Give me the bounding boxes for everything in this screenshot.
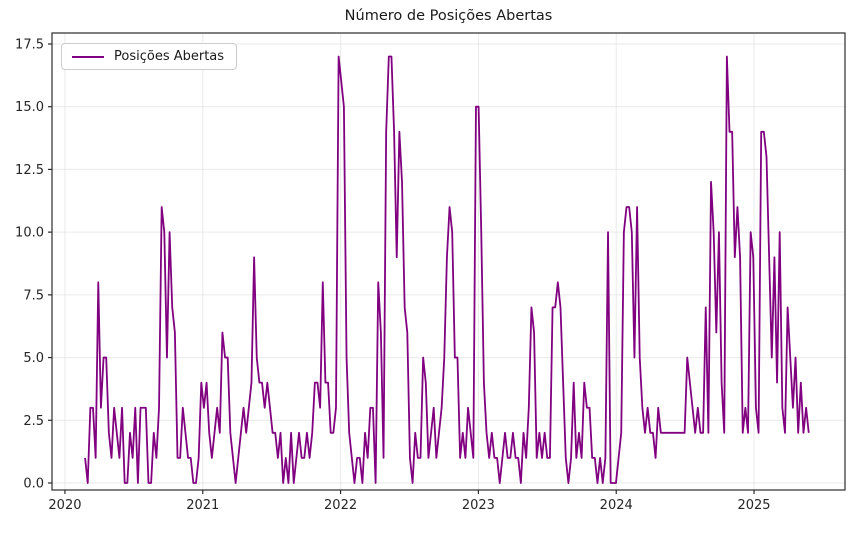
x-tick-label: 2023 — [462, 498, 495, 513]
legend[interactable]: Posições Abertas — [61, 43, 238, 70]
y-tick-label: 12.5 — [15, 163, 44, 178]
y-tick-label: 0.0 — [23, 477, 44, 492]
chart-title: Número de Posições Abertas — [344, 8, 553, 24]
x-tick-label: 2020 — [48, 498, 81, 513]
legend-label: Posições Abertas — [114, 49, 225, 64]
y-tick-label: 10.0 — [15, 226, 44, 241]
x-tick-label: 2024 — [600, 498, 633, 513]
y-tick-label: 15.0 — [15, 100, 44, 115]
y-tick-label: 17.5 — [15, 37, 44, 52]
y-tick-label: 5.0 — [23, 351, 44, 366]
x-tick-label: 2025 — [737, 498, 770, 513]
x-tick-label: 2021 — [186, 498, 219, 513]
y-tick-label: 2.5 — [23, 414, 44, 429]
x-tick-label: 2022 — [324, 498, 357, 513]
legend-line-sample — [72, 55, 104, 58]
data-line — [84, 55, 810, 484]
y-tick-label: 7.5 — [23, 288, 44, 303]
axes-spines — [51, 32, 846, 491]
